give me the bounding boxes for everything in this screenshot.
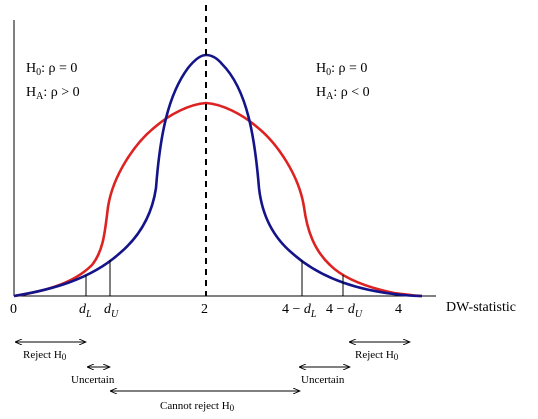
right-null-hypothesis: H0: ρ = 0: [316, 61, 367, 78]
left-null-hypothesis: H0: ρ = 0: [26, 61, 77, 78]
left-alternative-hypothesis: HA: ρ > 0: [26, 85, 80, 102]
cannot-reject-label: Cannot reject H0: [160, 400, 235, 413]
tick-label-0: 0: [10, 302, 17, 317]
tick-label-dU: dU: [104, 302, 119, 320]
tick-label-4-minus-dU: 4 − dU: [326, 302, 363, 320]
tick-label-2: 2: [201, 302, 208, 317]
uncertain-right-label: Uncertain: [301, 374, 345, 386]
x-axis-label: DW-statistic: [446, 300, 516, 315]
blue-distribution-curve: [13, 53, 423, 298]
tick-label-4: 4: [395, 302, 402, 317]
uncertain-left-label: Uncertain: [71, 374, 115, 386]
tick-label-dL: dL: [79, 302, 92, 320]
reject-left-label: Reject H0: [23, 349, 67, 362]
tick-label-4-minus-dL: 4 − dL: [282, 302, 317, 320]
red-distribution-curve: [13, 101, 423, 298]
reject-right-label: Reject H0: [355, 349, 399, 362]
right-alternative-hypothesis: HA: ρ < 0: [316, 85, 370, 102]
